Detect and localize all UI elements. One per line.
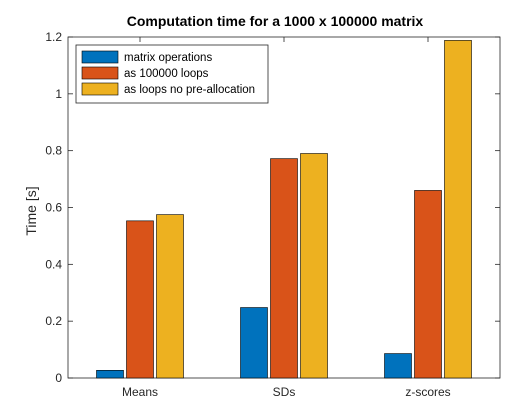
legend-swatch-1 — [81, 66, 119, 80]
y-tick-label: 0.4 — [45, 257, 62, 271]
bar-means-series-2 — [156, 214, 184, 379]
bar-z-scores-series-2 — [444, 40, 472, 379]
y-tick-label: 0.6 — [45, 201, 62, 215]
y-axis-label: Time [s] — [23, 186, 39, 235]
x-tick-label: z-scores — [405, 385, 450, 399]
legend: matrix operations as 100000 loops as loops… — [75, 44, 269, 104]
bar-sds-series-0 — [240, 307, 268, 379]
y-tick-label: 1.2 — [45, 30, 62, 44]
x-tick-label: SDs — [273, 385, 296, 399]
bar-means-series-1 — [126, 220, 154, 379]
legend-swatch-2 — [81, 82, 119, 96]
y-tick-label: 0 — [55, 371, 62, 385]
legend-label-1: as 100000 loops — [124, 68, 209, 80]
plot-area: 0 0.2 0.4 0.6 0.8 1 1.2 Means SDs z-scores — [45, 30, 501, 399]
y-tick-label: 0.8 — [45, 144, 62, 158]
bar-z-scores-series-0 — [384, 353, 412, 379]
x-tick-label: Means — [122, 385, 158, 399]
bar-z-scores-series-1 — [414, 190, 442, 379]
legend-swatch-0 — [81, 50, 119, 64]
y-tick-label: 0.2 — [45, 314, 62, 328]
chart-title: Computation time for a 1000 x 100000 mat… — [127, 13, 424, 29]
bar-means-series-0 — [96, 370, 124, 379]
legend-label-2: as loops no pre-allocation — [124, 84, 255, 96]
bar-sds-series-2 — [300, 153, 328, 379]
bar-sds-series-1 — [270, 158, 298, 379]
legend-label-0: matrix operations — [124, 52, 212, 64]
y-tick-label: 1 — [55, 87, 62, 101]
